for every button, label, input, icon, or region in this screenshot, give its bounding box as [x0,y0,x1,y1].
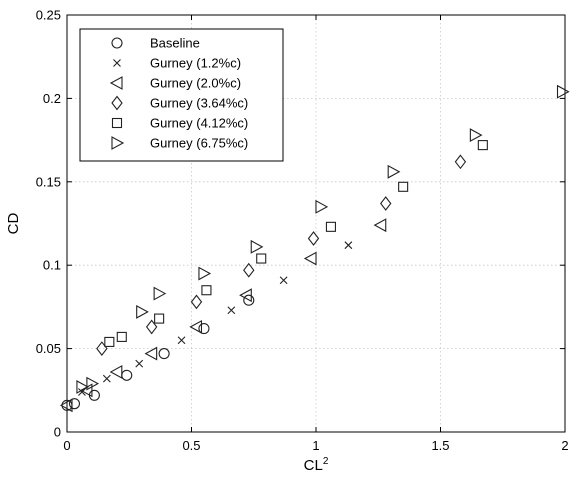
data-point-x [177,336,186,345]
data-point-triangle-left [189,319,203,334]
series-x [78,241,353,396]
data-point-triangle-right [136,304,149,319]
data-point-triangle-right [198,266,212,281]
data-point-square [116,331,127,342]
legend-entry: Baseline [111,36,200,51]
data-point-triangle-right [86,376,100,391]
data-point-triangle-right [76,380,90,394]
data-point-diamond [307,231,320,246]
y-tick-label: 0.1 [43,258,61,273]
data-point-triangle-left [303,251,317,266]
series-diamond [96,154,467,357]
y-tick-label: 0 [54,425,61,440]
legend-marker-square [111,117,123,129]
legend-entry: Gurney (4.12%c) [111,116,248,131]
x-tick-label: 1 [312,438,319,453]
data-point-triangle-left [59,398,73,413]
data-point-triangle-left [239,288,252,303]
legend-box [79,28,284,162]
y-tick-label: 0.15 [36,174,61,189]
data-point-diamond [243,262,255,278]
legend-label: Gurney (6.75%c) [150,136,248,151]
data-point-x [78,388,86,396]
axis-ticks: 0 0.5 1 1.5 2 0 0.05 0.1 0.15 0.2 0.25 [36,8,569,454]
data-point-x [102,374,111,383]
x-tick-label: 1.5 [431,438,449,453]
legend-marker-diamond [111,95,123,111]
data-point-x [227,306,236,315]
data-point-diamond [454,154,467,170]
data-point-square [154,313,165,324]
legend: Baseline Gurney (1.2%c) Gurney (2.0%c) Gurn… [79,28,284,162]
data-point-triangle-right [315,199,329,214]
legend-label: Gurney (3.64%c) [150,96,248,111]
data-point-triangle-left [373,218,387,233]
data-point-triangle-left [109,365,123,379]
data-point-x [135,359,144,368]
data-point-diamond [145,319,158,335]
data-point-triangle-right [153,286,167,301]
data-point-circle [198,323,210,335]
legend-label: Gurney (4.12%c) [150,116,248,131]
legend-label: Gurney (1.2%c) [150,56,241,71]
data-point-square [104,336,115,347]
data-point-diamond [380,196,392,211]
data-point-triangle-right [556,84,570,99]
y-tick-label: 0.25 [36,8,61,23]
series-circle [61,294,255,411]
legend-marker-triangle-right [111,136,125,150]
legend-entry: Gurney (6.75%c) [111,136,248,151]
data-points [59,84,570,413]
y-tick-label: 0.05 [36,341,61,356]
x-tick-label: 0 [63,438,70,453]
data-point-circle [158,348,170,360]
data-point-diamond [190,294,203,310]
y-tick-label: 0.2 [43,91,61,106]
legend-marker-circle [111,37,123,49]
x-tick-label: 2 [561,438,568,453]
data-point-x [279,276,288,285]
data-point-triangle-right [387,164,401,179]
y-axis-label: CD [5,213,22,235]
data-point-triangle-right [469,128,483,143]
legend-entry: Gurney (3.64%c) [111,95,248,111]
data-point-circle [243,294,255,306]
series-triangle-left [59,218,387,413]
data-point-square [325,221,336,232]
data-point-triangle-right [250,239,264,254]
data-point-circle [121,369,133,381]
x-axis-label: CL2 [304,456,329,474]
series-square [104,140,488,347]
data-point-x [344,241,353,250]
data-point-square [477,140,488,151]
data-point-circle [68,398,81,410]
legend-label: Gurney (2.0%c) [150,76,241,91]
data-point-triangle-left [144,346,158,361]
legend-label: Baseline [150,36,200,51]
legend-marker-triangle-left [109,76,123,90]
legend-entry: Gurney (2.0%c) [109,76,241,91]
data-point-square [201,285,212,296]
data-point-square [398,181,409,192]
legend-entry: Gurney (1.2%c) [113,56,241,71]
data-point-square [256,253,267,264]
x-tick-label: 0.5 [182,438,200,453]
legend-marker-x [113,59,121,67]
series-triangle-right [76,84,570,394]
